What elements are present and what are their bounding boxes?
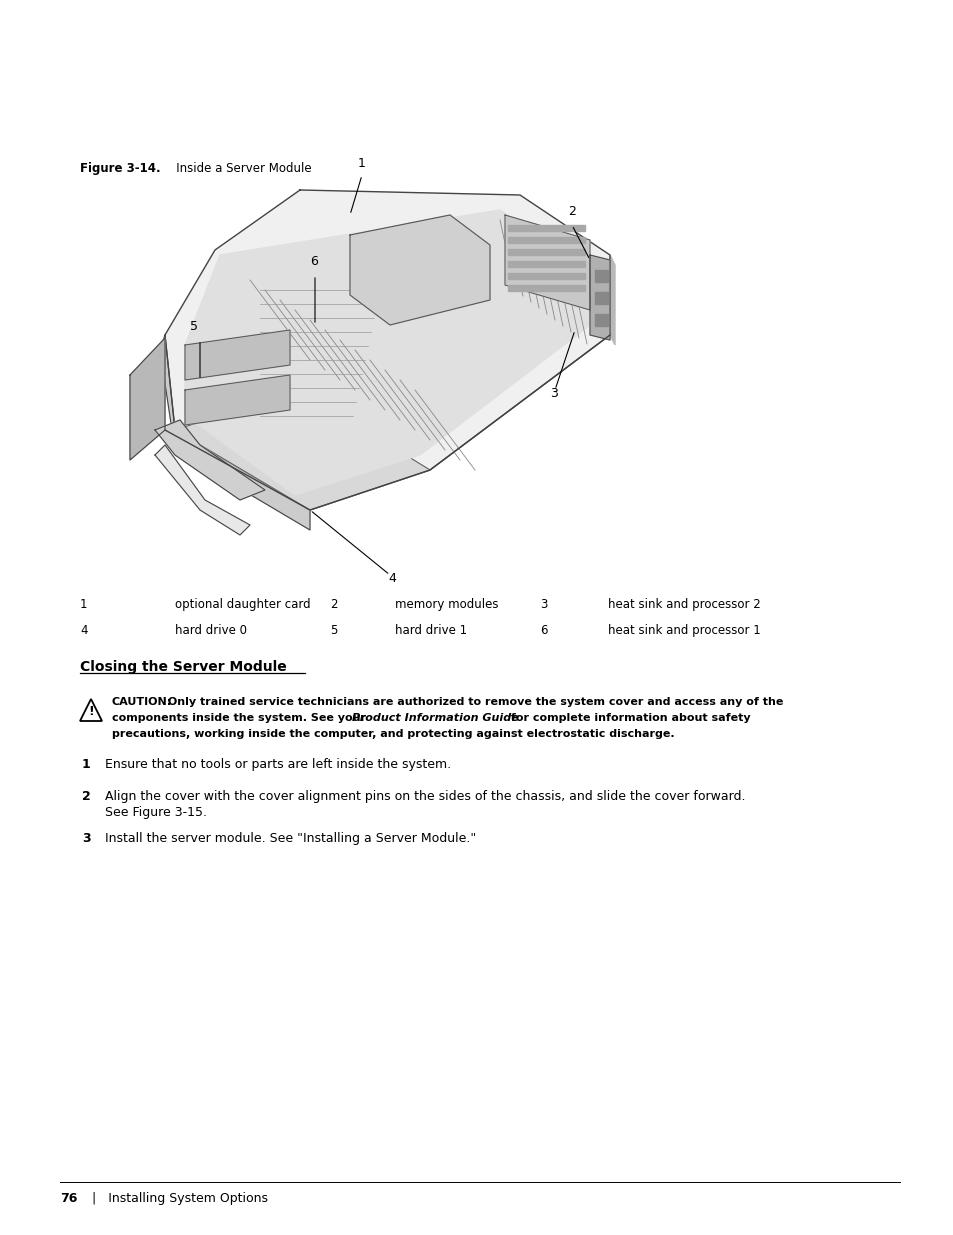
Polygon shape	[507, 261, 584, 267]
Text: 4: 4	[388, 572, 395, 585]
Polygon shape	[589, 254, 609, 340]
Text: 4: 4	[80, 624, 88, 637]
Text: 2: 2	[82, 790, 91, 803]
Polygon shape	[174, 390, 430, 510]
Polygon shape	[595, 291, 607, 304]
Text: CAUTION:: CAUTION:	[112, 697, 172, 706]
Text: optional daughter card: optional daughter card	[174, 598, 311, 611]
Text: 1: 1	[357, 157, 366, 170]
Polygon shape	[130, 338, 165, 459]
Text: 3: 3	[82, 832, 91, 845]
Text: Only trained service technicians are authorized to remove the system cover and a: Only trained service technicians are aut…	[164, 697, 782, 706]
Text: 2: 2	[330, 598, 337, 611]
Text: for complete information about safety: for complete information about safety	[506, 713, 750, 722]
Text: Inside a Server Module: Inside a Server Module	[165, 162, 312, 175]
Text: |   Installing System Options: | Installing System Options	[80, 1192, 268, 1205]
Polygon shape	[185, 210, 589, 495]
Text: memory modules: memory modules	[395, 598, 498, 611]
Text: components inside the system. See your: components inside the system. See your	[112, 713, 370, 722]
Text: hard drive 0: hard drive 0	[174, 624, 247, 637]
Polygon shape	[507, 273, 584, 279]
Text: Figure 3-14.: Figure 3-14.	[80, 162, 160, 175]
Text: Install the server module. See "Installing a Server Module.": Install the server module. See "Installi…	[105, 832, 476, 845]
Polygon shape	[185, 330, 290, 380]
Polygon shape	[595, 314, 607, 326]
Text: 5: 5	[190, 320, 198, 333]
Text: 1: 1	[80, 598, 88, 611]
Polygon shape	[154, 420, 265, 500]
Text: !: !	[88, 705, 93, 719]
Text: 3: 3	[550, 387, 558, 400]
Text: 6: 6	[310, 254, 317, 268]
Polygon shape	[595, 270, 607, 282]
Text: 1: 1	[82, 758, 91, 771]
Polygon shape	[507, 285, 584, 291]
Text: See Figure 3-15.: See Figure 3-15.	[105, 806, 207, 819]
Polygon shape	[185, 375, 290, 425]
Text: Closing the Server Module: Closing the Server Module	[80, 659, 287, 674]
Text: Align the cover with the cover alignment pins on the sides of the chassis, and s: Align the cover with the cover alignment…	[105, 790, 744, 803]
Text: 6: 6	[539, 624, 547, 637]
Polygon shape	[504, 215, 589, 310]
Text: 3: 3	[539, 598, 547, 611]
Polygon shape	[350, 215, 490, 325]
Polygon shape	[154, 445, 250, 535]
Polygon shape	[609, 254, 615, 345]
Text: heat sink and processor 2: heat sink and processor 2	[607, 598, 760, 611]
Polygon shape	[160, 335, 310, 530]
Polygon shape	[507, 249, 584, 254]
Text: 5: 5	[330, 624, 337, 637]
Text: 76: 76	[60, 1192, 77, 1205]
Text: Product Information Guide: Product Information Guide	[352, 713, 518, 722]
Text: heat sink and processor 1: heat sink and processor 1	[607, 624, 760, 637]
Text: 2: 2	[567, 205, 576, 219]
Text: Ensure that no tools or parts are left inside the system.: Ensure that no tools or parts are left i…	[105, 758, 451, 771]
Text: precautions, working inside the computer, and protecting against electrostatic d: precautions, working inside the computer…	[112, 729, 674, 739]
Polygon shape	[507, 225, 584, 231]
Text: hard drive 1: hard drive 1	[395, 624, 467, 637]
Polygon shape	[165, 190, 609, 510]
Polygon shape	[507, 237, 584, 243]
